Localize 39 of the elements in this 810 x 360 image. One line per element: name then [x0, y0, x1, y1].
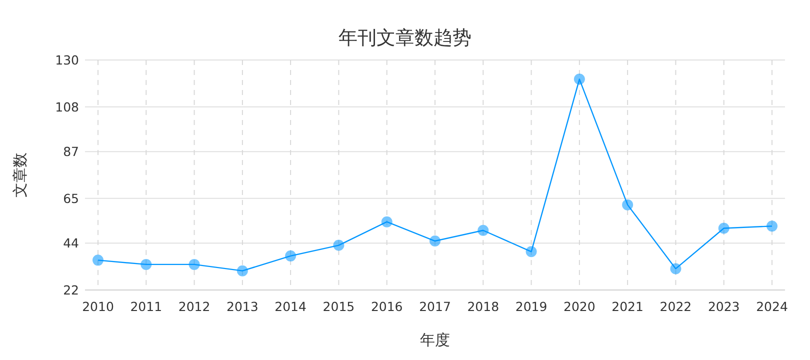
point	[140, 258, 152, 270]
point	[236, 265, 248, 276]
y-tick-label: 87	[63, 144, 79, 160]
point	[92, 254, 104, 266]
y-tick-label: 108	[55, 99, 80, 114]
x-tick-label: 2016	[370, 299, 403, 314]
x-tick-label: 2024	[756, 299, 788, 314]
y-tick-label: 22	[63, 282, 79, 298]
y-tick-label: 65	[63, 190, 79, 206]
point	[718, 222, 730, 234]
y-tick-label: 130	[55, 52, 80, 68]
point	[333, 240, 344, 251]
point	[188, 258, 200, 270]
x-tick-label: 2010	[82, 299, 114, 314]
point	[766, 220, 778, 232]
point	[574, 74, 585, 85]
x-tick-label: 2023	[708, 299, 740, 314]
x-tick-label: 2018	[467, 299, 500, 314]
x-tick-label: 2014	[274, 299, 307, 314]
y-tick-label: 44	[63, 236, 80, 251]
x-tick-label: 2011	[130, 299, 162, 314]
point	[478, 224, 489, 236]
x-tick-label: 2012	[178, 299, 210, 314]
x-tick-label: 2020	[564, 299, 596, 314]
x-tick-label: 2021	[612, 299, 644, 314]
point	[381, 216, 392, 228]
x-tick-label: 2019	[515, 299, 548, 314]
x-tick-label: 2015	[322, 299, 355, 314]
point	[526, 246, 537, 258]
x-tick-label: 2013	[226, 299, 258, 314]
y-axis-title: 文章数	[11, 152, 29, 198]
point	[430, 236, 440, 247]
point	[622, 199, 634, 210]
chart-title: 年刊文章数趋势	[338, 27, 472, 49]
point	[285, 250, 296, 262]
x-tick-label: 2017	[419, 299, 451, 314]
x-tick-label: 2022	[660, 299, 692, 314]
x-axis-title: 年度	[420, 331, 450, 349]
point	[670, 263, 682, 274]
